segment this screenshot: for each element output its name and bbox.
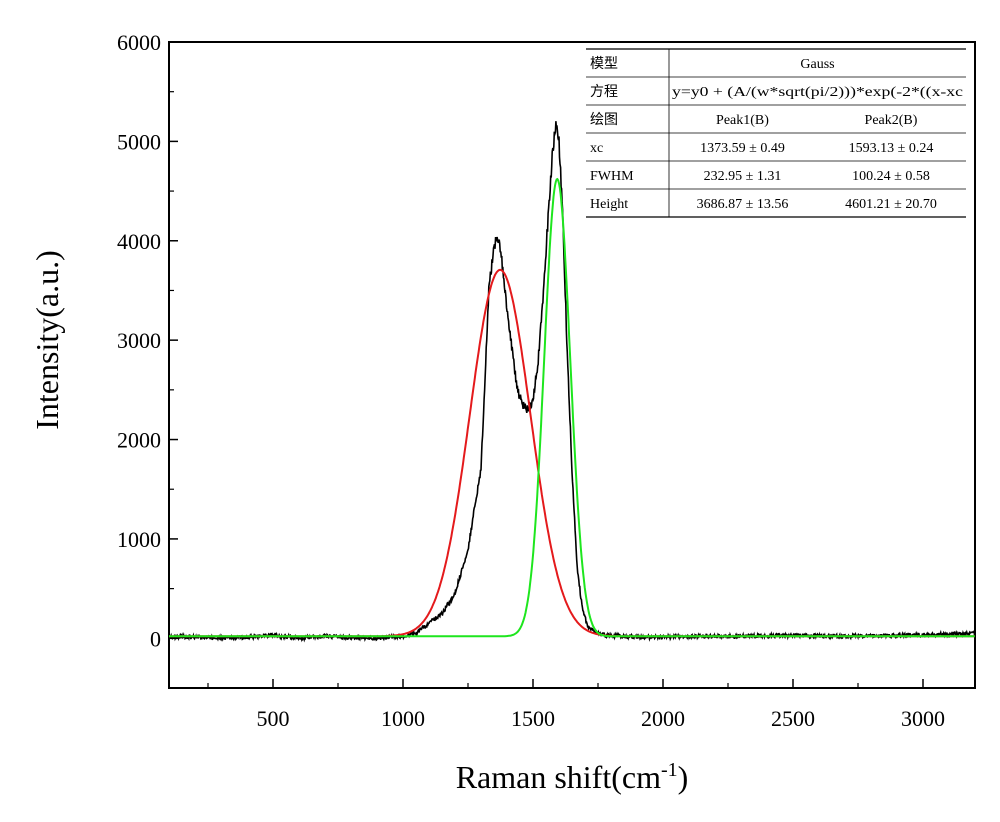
table-cell: 100.24 ± 0.58 <box>852 169 930 184</box>
x-tick-label: 1000 <box>381 706 425 731</box>
x-axis-title-end: ) <box>678 759 689 795</box>
table-cell: 1373.59 ± 0.49 <box>700 141 785 156</box>
table-cell: Peak2(B) <box>865 113 918 128</box>
x-axis-title-main: Raman shift(cm <box>456 759 661 795</box>
fit-curve-2 <box>169 177 975 638</box>
x-axis-ticks: 500 1000 1500 2000 2500 3000 <box>207 679 945 731</box>
table-cell: 4601.21 ± 20.70 <box>845 197 937 212</box>
table-row-label: FWHM <box>590 169 634 184</box>
y-tick-label: 5000 <box>117 129 161 154</box>
table-row-label: xc <box>590 141 603 156</box>
y-tick-label: 6000 <box>117 30 161 55</box>
y-tick-label: 4000 <box>117 229 161 254</box>
table-cell: 3686.87 ± 13.56 <box>697 197 789 212</box>
x-tick-label: 2500 <box>771 706 815 731</box>
table-row-label: 方程 <box>590 84 618 100</box>
y-axis-ticks: 0 1000 2000 3000 4000 5000 6000 <box>117 30 178 689</box>
y-tick-label: 2000 <box>117 428 161 453</box>
table-cell: 1593.13 ± 0.24 <box>849 141 934 156</box>
x-axis-title-superscript: -1 <box>661 759 678 781</box>
y-tick-label: 0 <box>150 626 161 651</box>
table-row-label: Height <box>590 197 628 212</box>
table-row-label: 模型 <box>590 56 618 72</box>
x-tick-label: 500 <box>257 706 290 731</box>
x-tick-label: 2000 <box>641 706 685 731</box>
table-cell: Gauss <box>800 57 834 72</box>
series-layer <box>168 121 976 643</box>
table-cell: Peak1(B) <box>716 113 769 128</box>
table-cell: 232.95 ± 1.31 <box>704 169 782 184</box>
raman-spectrum-line <box>168 121 976 643</box>
y-axis-title: Intensity(a.u.) <box>29 250 65 430</box>
y-tick-label: 1000 <box>117 527 161 552</box>
x-axis-title: Raman shift(cm-1) <box>456 759 689 795</box>
y-tick-label: 3000 <box>117 328 161 353</box>
fit-results-table: 模型 Gauss 方程 y=y0 + (A/(w*sqrt(pi/2)))*exp(-… <box>586 48 966 218</box>
table-row-label: 绘图 <box>590 112 618 128</box>
x-tick-label: 3000 <box>901 706 945 731</box>
x-tick-label: 1500 <box>511 706 555 731</box>
table-cell: y=y0 + (A/(w*sqrt(pi/2)))*exp(-2*((x-xc <box>672 85 963 100</box>
